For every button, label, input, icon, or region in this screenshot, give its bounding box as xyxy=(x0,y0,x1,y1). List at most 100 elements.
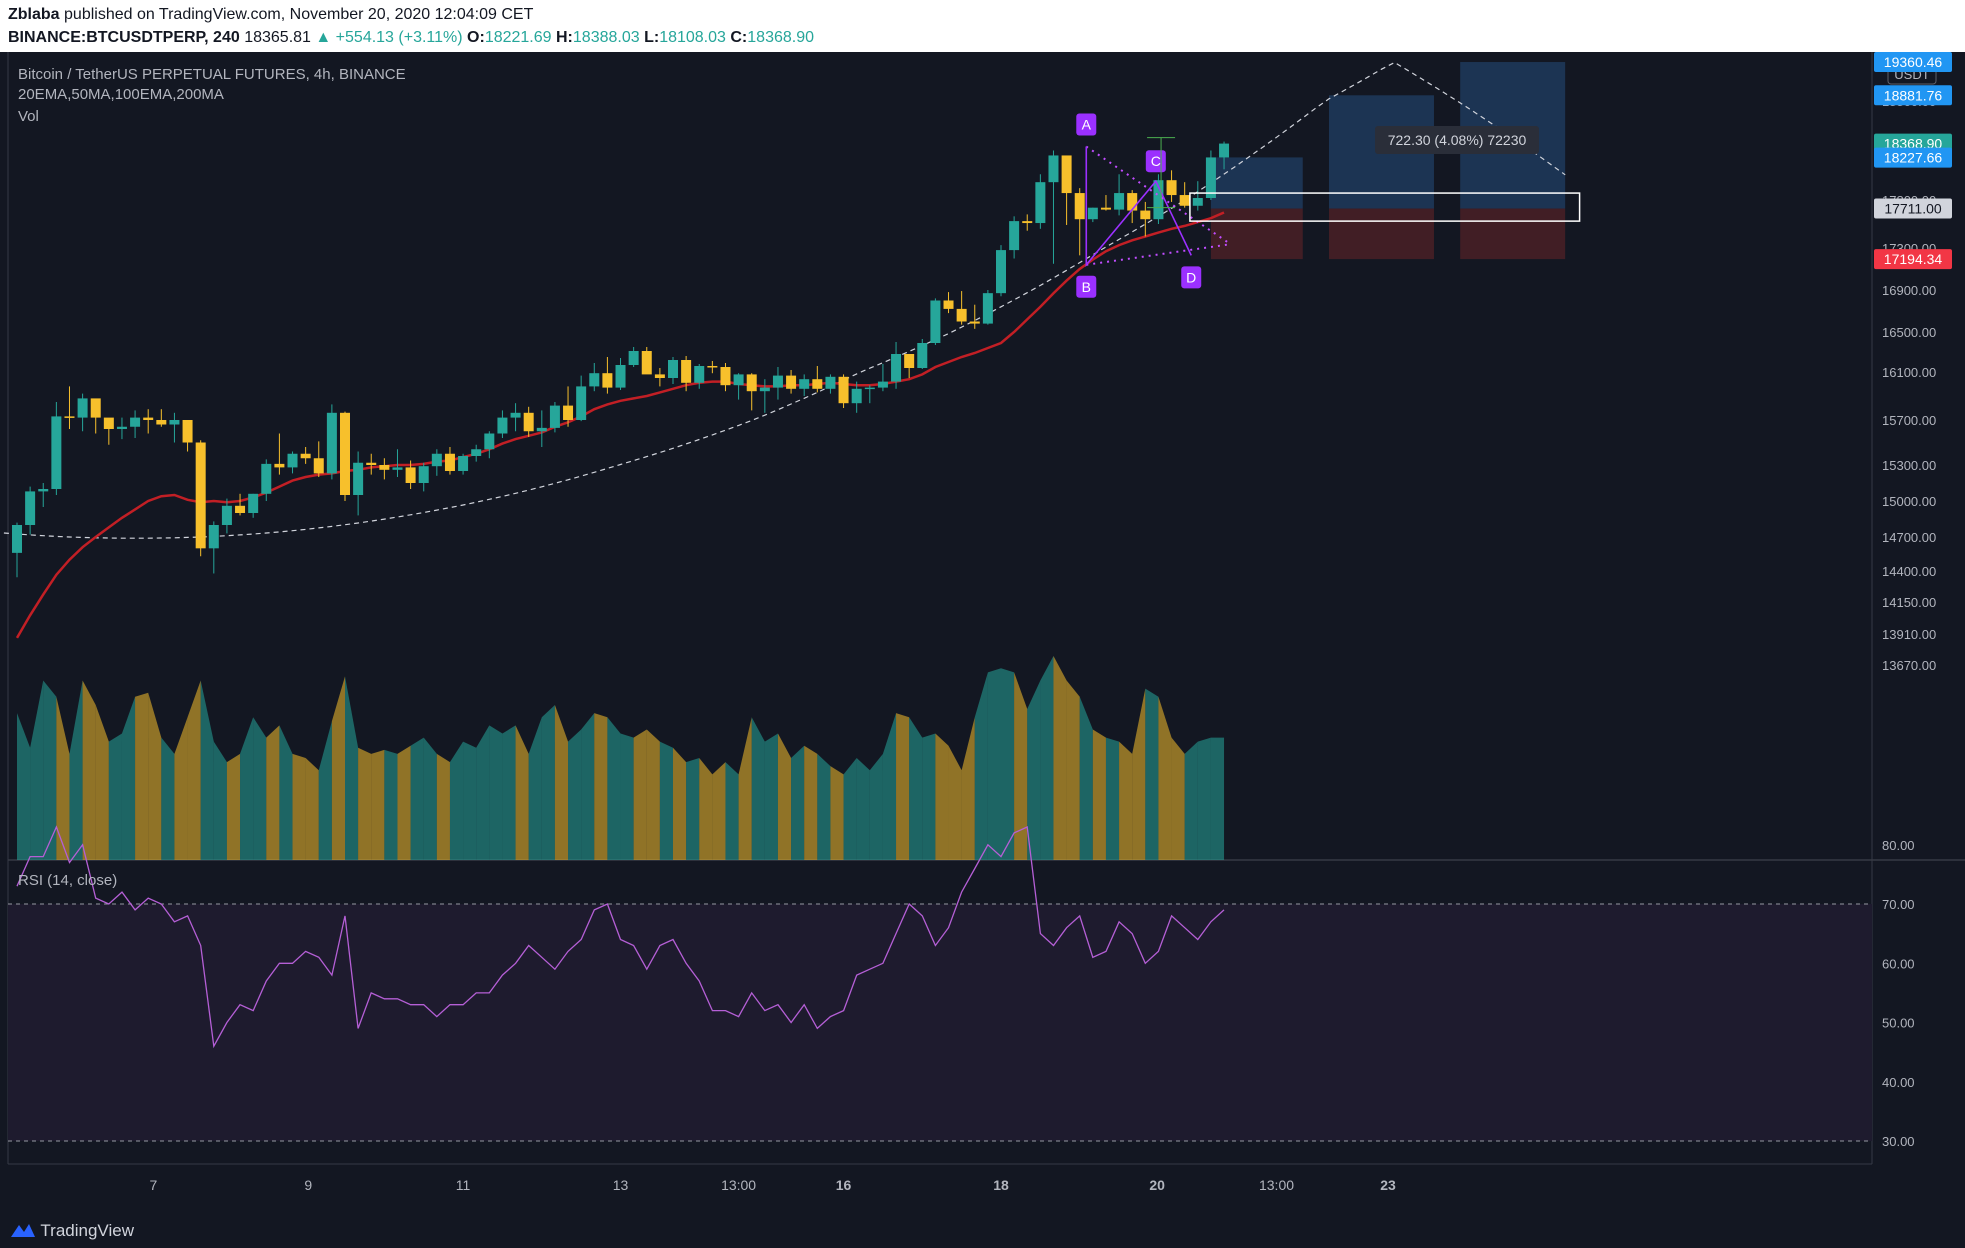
candle-body xyxy=(930,300,941,343)
candle-body xyxy=(917,343,928,368)
volume-area-36 xyxy=(489,725,503,860)
candle-body xyxy=(851,388,862,404)
volume-area-69 xyxy=(922,733,936,860)
candle-body xyxy=(733,374,744,386)
price-change: ▲ +554.13 (+3.11%) xyxy=(315,29,463,46)
candle-body xyxy=(444,453,455,471)
candle-42 xyxy=(563,386,574,427)
candle-80 xyxy=(1061,155,1072,225)
volume-area-56 xyxy=(751,717,765,860)
price-tick-14: 13670.00 xyxy=(1882,658,1936,673)
price-label-bg-0 xyxy=(1874,52,1952,73)
candle-body xyxy=(996,250,1006,294)
candle-54 xyxy=(720,363,731,392)
rsi-tick-3: 50.00 xyxy=(1882,1016,1915,1031)
volume-area-14 xyxy=(200,680,214,860)
candle-body xyxy=(969,321,980,324)
candle-86 xyxy=(1140,201,1151,237)
volume-area-90 xyxy=(1197,737,1211,860)
last-price: 18365.81 xyxy=(244,29,311,46)
candle-body xyxy=(707,366,718,368)
candle-body xyxy=(248,493,259,513)
candle-71 xyxy=(943,292,954,314)
candle-11 xyxy=(156,409,167,427)
candle-19 xyxy=(261,459,272,501)
rsi-tick-0: 80.00 xyxy=(1882,838,1915,853)
open-label: O: xyxy=(467,29,485,46)
volume-area-2 xyxy=(43,680,57,860)
volume-area-25 xyxy=(345,676,359,860)
volume-area-35 xyxy=(476,725,490,860)
candle-25 xyxy=(340,411,350,501)
target-zone-0 xyxy=(1210,157,1303,209)
candle-39 xyxy=(523,406,534,437)
volume-area-62 xyxy=(830,766,844,860)
candle-body xyxy=(1205,157,1216,199)
candle-body xyxy=(877,381,888,388)
candle-62 xyxy=(825,374,836,394)
price-label-3: 18227.66 xyxy=(1884,150,1943,166)
candle-1 xyxy=(25,486,36,535)
tradingview-logo[interactable]: TradingView xyxy=(10,1221,134,1241)
candle-70 xyxy=(930,298,941,345)
indicator-legend[interactable]: 20EMA,50MA,100EMA,200MA xyxy=(18,86,224,103)
volume-area-70 xyxy=(935,733,949,860)
candle-84 xyxy=(1114,174,1125,216)
candle-66 xyxy=(877,364,888,392)
candle-body xyxy=(1074,193,1085,220)
candle-body xyxy=(1114,193,1125,210)
volume-area-80 xyxy=(1066,680,1080,860)
candle-2 xyxy=(38,483,49,507)
candle-body xyxy=(720,367,731,386)
price-tick-10: 14700.00 xyxy=(1882,530,1936,545)
candle-47 xyxy=(628,347,639,367)
author-name[interactable]: Zblaba xyxy=(8,6,60,23)
pattern-label-bg-B xyxy=(1076,275,1097,298)
candle-body xyxy=(235,505,246,513)
price-tick-8: 15300.00 xyxy=(1882,458,1936,473)
volume-area-37 xyxy=(502,725,516,860)
time-tick-4: 13:00 xyxy=(721,1177,756,1193)
candle-body xyxy=(549,405,560,428)
pattern-label-A: A xyxy=(1082,117,1092,133)
candle-body xyxy=(25,491,36,525)
candle-body xyxy=(982,293,993,324)
publish-header: Zblaba published on TradingView.com, Nov… xyxy=(0,0,1965,52)
rsi-legend[interactable]: RSI (14, close) xyxy=(18,872,118,889)
volume-area-10 xyxy=(148,692,162,860)
volume-legend[interactable]: Vol xyxy=(18,108,39,125)
brand-name: TradingView xyxy=(40,1221,134,1240)
candle-77 xyxy=(1022,214,1033,231)
candle-body xyxy=(64,416,75,418)
candle-87 xyxy=(1153,174,1164,224)
volume-area-82 xyxy=(1092,729,1106,860)
candle-17 xyxy=(235,493,246,516)
candle-73 xyxy=(969,304,980,329)
close-value: 18368.90 xyxy=(747,29,814,46)
series-title: Bitcoin / TetherUS PERPETUAL FUTURES, 4h… xyxy=(18,66,406,83)
volume-area-29 xyxy=(397,745,411,860)
candle-37 xyxy=(497,410,508,438)
volume-area-51 xyxy=(686,758,700,860)
candle-body xyxy=(326,412,337,474)
rsi-tick-2: 60.00 xyxy=(1882,956,1915,971)
candle-81 xyxy=(1074,188,1085,256)
candle-12 xyxy=(169,412,180,443)
candle-body xyxy=(471,449,482,456)
rsi-tick-5: 30.00 xyxy=(1882,1134,1915,1149)
volume-area-65 xyxy=(869,753,883,860)
rsi-tick-4: 40.00 xyxy=(1882,1075,1915,1090)
candle-body xyxy=(103,417,114,429)
candle-57 xyxy=(759,379,770,413)
rsi-band xyxy=(8,904,1872,1141)
candle-64 xyxy=(851,381,862,413)
volume-area-81 xyxy=(1079,696,1093,860)
candle-body xyxy=(746,374,757,392)
volume-area-72 xyxy=(961,717,975,860)
volume-area-42 xyxy=(568,729,582,860)
candle-body xyxy=(956,308,967,322)
price-label-bg-1 xyxy=(1874,85,1952,106)
time-tick-2: 11 xyxy=(456,1177,471,1193)
